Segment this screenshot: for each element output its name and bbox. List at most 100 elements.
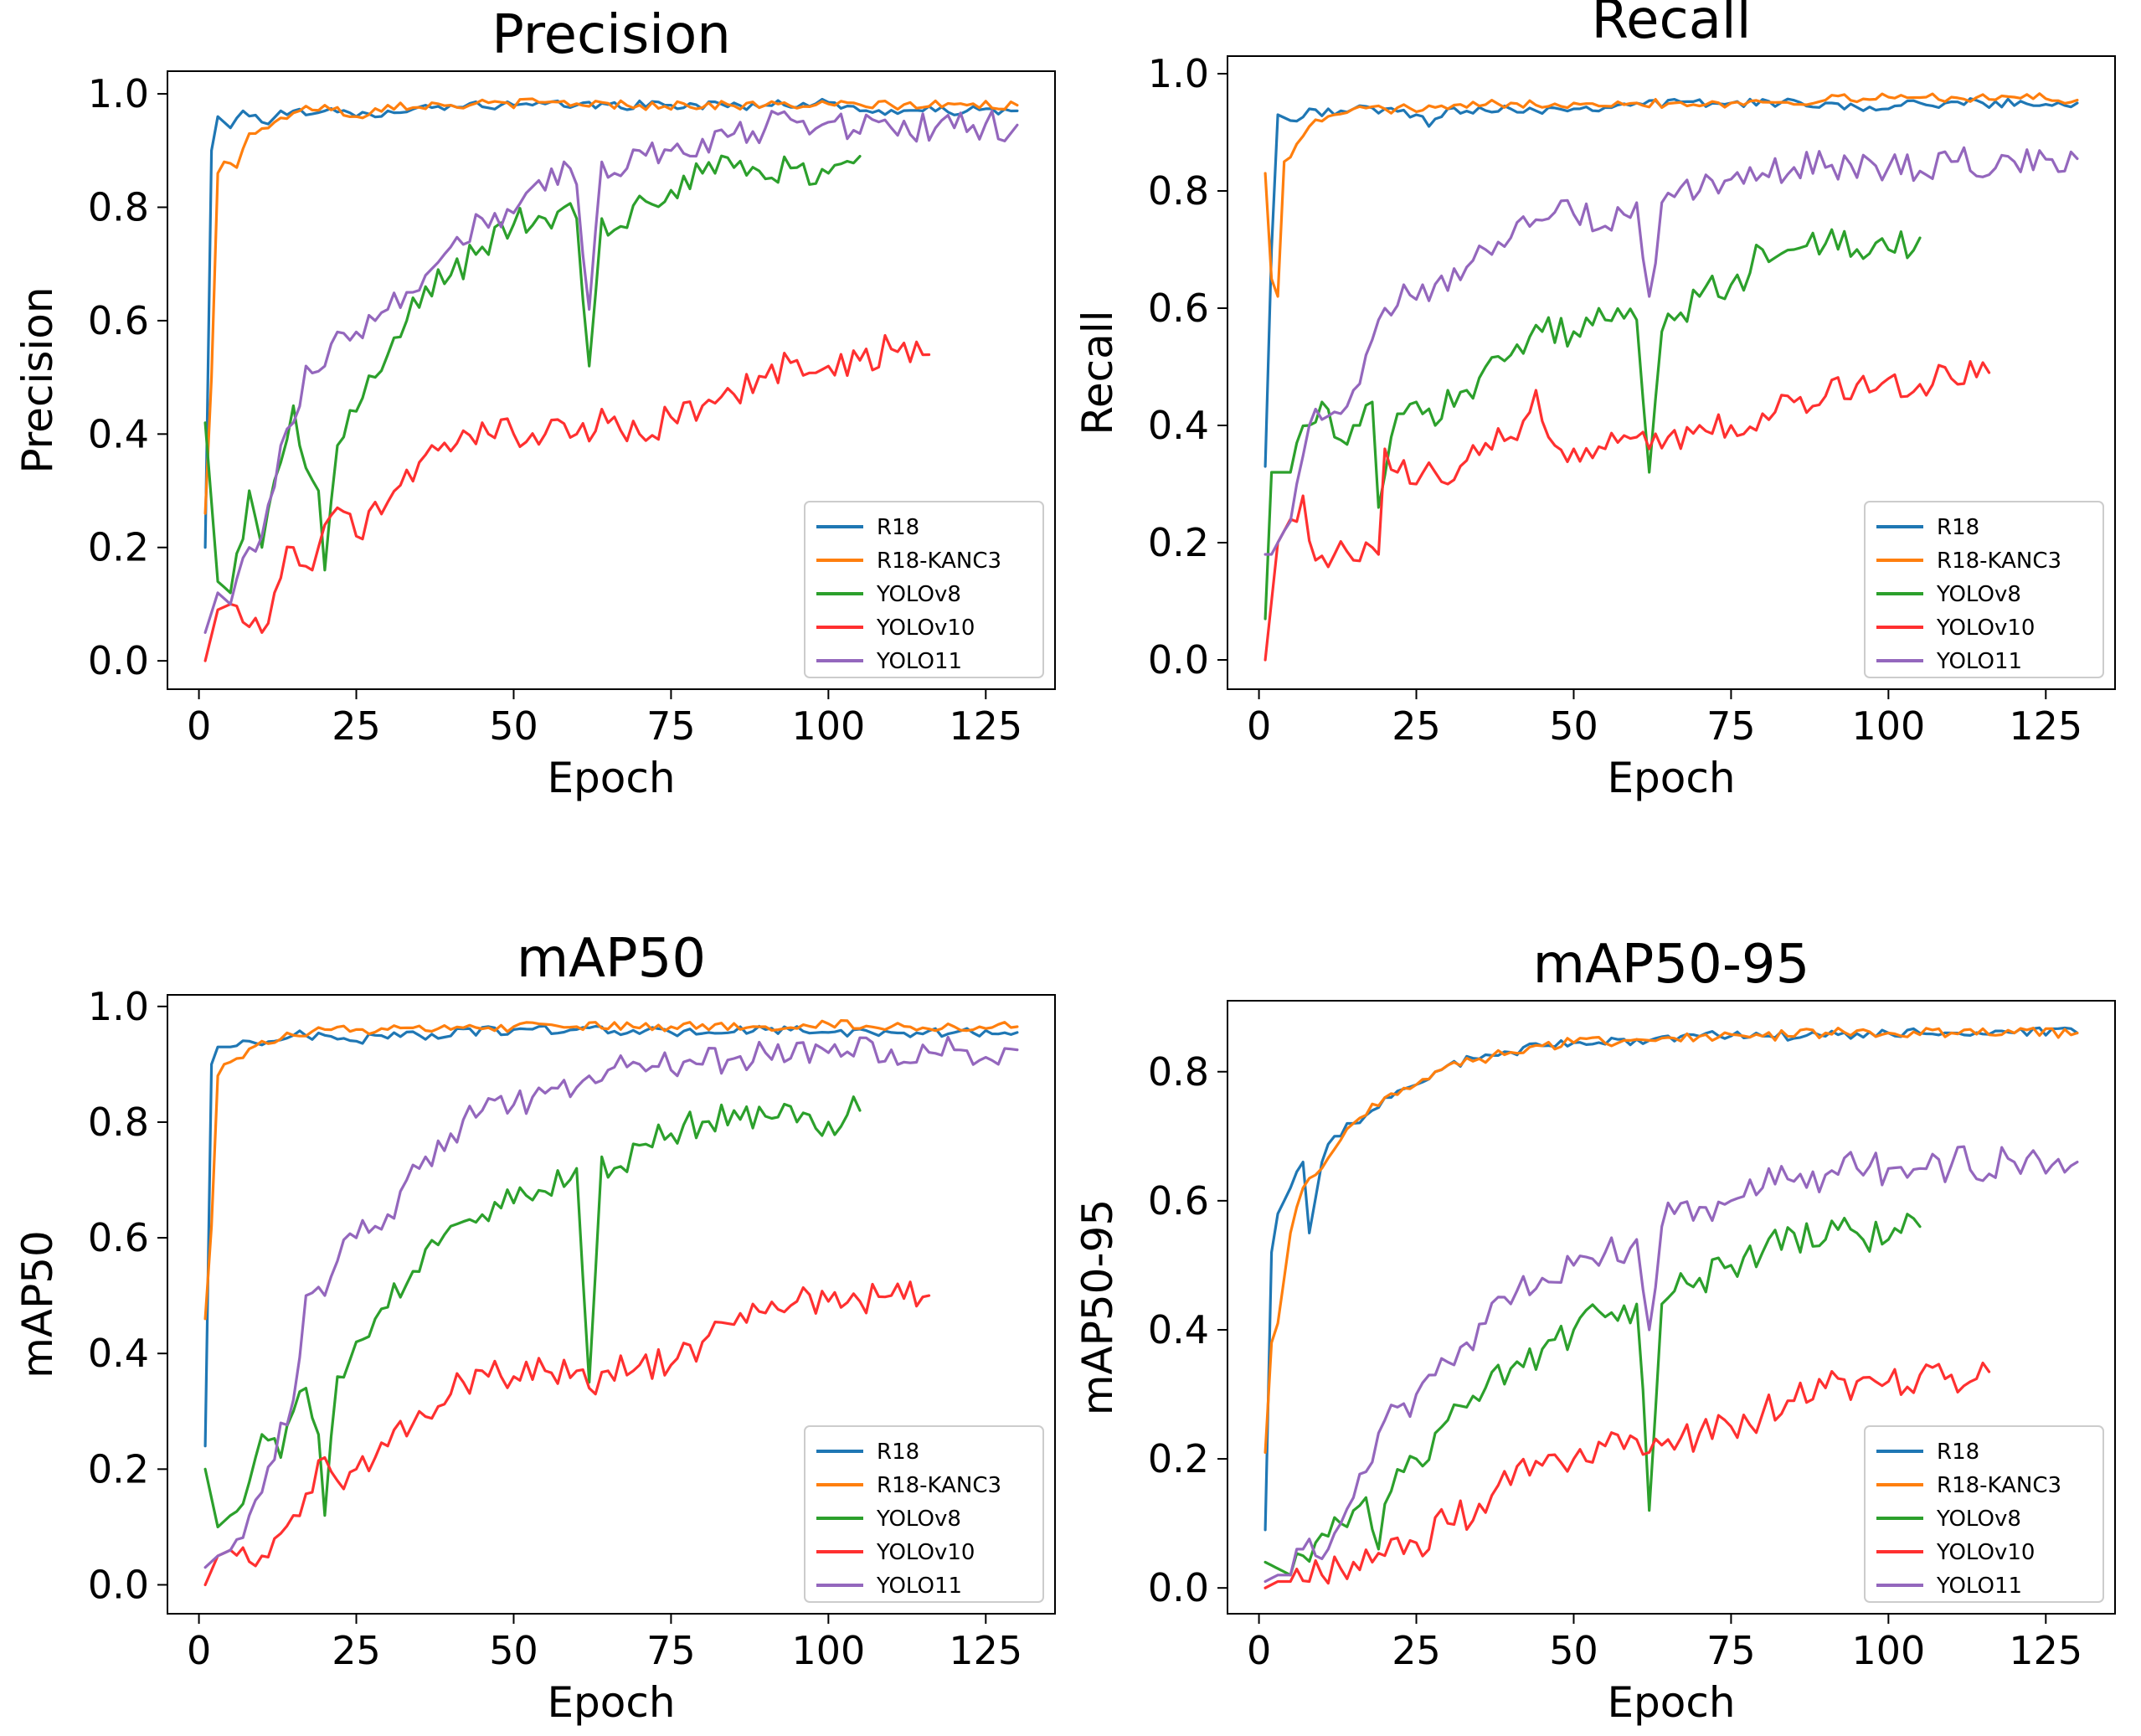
x-tick-label: 125: [2009, 1628, 2082, 1673]
legend-label-yolov10: YOLOv10: [876, 616, 975, 641]
x-tick-label: 50: [1549, 1628, 1598, 1673]
y-tick-label: 1.0: [88, 984, 149, 1029]
y-tick-label: 0.0: [1148, 637, 1209, 683]
y-tick-label: 0.4: [88, 1331, 149, 1376]
series-group: [1263, 1026, 2079, 1589]
x-axis-label: Epoch: [1607, 1678, 1735, 1727]
series-line-yolov8: [203, 1095, 862, 1528]
y-tick-label: 0.6: [88, 298, 149, 343]
y-tick-label: 0.0: [88, 1562, 149, 1607]
legend-label-yolov8: YOLOv8: [876, 1507, 961, 1532]
y-axis-label: mAP50-95: [1073, 1199, 1122, 1415]
legend-box: [1864, 501, 2104, 678]
legend-label-yolov10: YOLOv10: [876, 1540, 975, 1565]
chart-title: mAP50-95: [1533, 934, 1810, 996]
y-tick-label: 0.4: [1148, 1307, 1209, 1352]
x-tick-label: 0: [1247, 1628, 1271, 1673]
x-tick-label: 0: [1247, 703, 1271, 749]
legend-label-yolov8: YOLOv8: [876, 582, 961, 607]
x-tick-label: 100: [791, 703, 865, 749]
y-axis-label: Recall: [1073, 310, 1122, 435]
legend-label-yolo11: YOLO11: [1936, 649, 2022, 674]
series-line-yolov8: [1263, 1213, 1922, 1577]
y-tick-label: 0.4: [88, 411, 149, 456]
series-line-yolo11: [203, 1035, 1019, 1569]
series-group: [1263, 92, 2079, 662]
series-line-yolov10: [1263, 360, 1991, 662]
y-tick-label: 1.0: [1148, 51, 1209, 96]
x-tick-label: 125: [949, 703, 1022, 749]
series-line-r18-kanc3: [203, 97, 1019, 515]
legend-box: [1864, 1425, 2104, 1603]
legend-label-r18: R18: [1937, 1440, 1979, 1465]
series-line-r18: [1263, 97, 2079, 468]
plot-frame: [167, 70, 1056, 690]
x-tick-label: 125: [2009, 703, 2082, 749]
legend: R18 R18-KANC3 YOLOv8 YOLOv10 YOLO11: [804, 501, 1044, 678]
y-tick-label: 0.8: [88, 1100, 149, 1145]
chart-title: mAP50: [517, 928, 706, 990]
x-tick-label: 25: [332, 1628, 381, 1673]
y-tick-label: 0.8: [88, 184, 149, 229]
y-tick-label: 0.4: [1148, 403, 1209, 448]
y-tick-label: 0.6: [1148, 1178, 1209, 1223]
y-tick-label: 0.2: [88, 1446, 149, 1491]
y-tick-label: 0.6: [88, 1215, 149, 1260]
series-line-yolo11: [1263, 146, 2079, 556]
series-group: [203, 1019, 1019, 1587]
y-tick-label: 1.0: [88, 71, 149, 116]
series-line-yolov8: [1263, 228, 1922, 621]
plot-frame: [1227, 1000, 2116, 1615]
x-tick-label: 0: [187, 1628, 211, 1673]
x-tick-label: 50: [489, 703, 538, 749]
x-axis-label: Epoch: [547, 1678, 675, 1727]
series-line-r18-kanc3: [1263, 1027, 2079, 1454]
series-line-yolov10: [203, 1280, 931, 1587]
chart-title: Recall: [1592, 0, 1752, 51]
series-line-r18-kanc3: [1263, 92, 2079, 298]
chart-panel-map50-95: mAP50-95 0 25 50 75 100 125 0.0 0.2 0.4 0.6 0.8 Epoc…: [1073, 934, 2116, 1727]
series-line-yolov10: [203, 333, 931, 662]
y-tick-label: 0.0: [88, 638, 149, 683]
legend-label-r18: R18: [877, 1440, 919, 1465]
series-line-yolov10: [1263, 1361, 1991, 1589]
series-line-yolov8: [203, 154, 862, 595]
legend-label-yolo11: YOLO11: [876, 649, 962, 674]
y-tick-label: 0.2: [88, 525, 149, 570]
chart-title: Precision: [492, 4, 731, 66]
legend-label-yolo11: YOLO11: [1936, 1574, 2022, 1599]
legend: R18 R18-KANC3 YOLOv8 YOLOv10 YOLO11: [804, 1425, 1044, 1603]
x-tick-label: 50: [1549, 703, 1598, 749]
x-axis-label: Epoch: [547, 754, 675, 802]
legend-label-r18-kanc3: R18-KANC3: [877, 549, 1001, 574]
legend-label-yolov8: YOLOv8: [1936, 582, 2021, 607]
y-tick-label: 0.6: [1148, 286, 1209, 331]
x-tick-label: 0: [187, 703, 211, 749]
y-tick-label: 0.2: [1148, 1436, 1209, 1481]
x-tick-label: 100: [1851, 703, 1925, 749]
y-axis-label: mAP50: [13, 1230, 62, 1378]
legend-label-yolov10: YOLOv10: [1936, 1540, 2035, 1565]
series-line-r18: [203, 1024, 1019, 1448]
legend-label-yolov8: YOLOv8: [1936, 1507, 2021, 1532]
x-tick-label: 75: [1706, 703, 1756, 749]
y-tick-label: 0.0: [1148, 1565, 1209, 1610]
y-axis-label: Precision: [13, 286, 62, 473]
legend: R18 R18-KANC3 YOLOv8 YOLOv10 YOLO11: [1864, 501, 2104, 678]
plot-frame: [167, 994, 1056, 1615]
legend-box: [804, 1425, 1044, 1603]
chart-panel-recall: Recall 0 25 50 75 100 125 0.0 0.2 0.4 0.6 0.8 1.0 Epo…: [1073, 0, 2116, 802]
x-tick-label: 25: [1392, 1628, 1441, 1673]
series-line-yolo11: [203, 110, 1019, 634]
legend-label-r18-kanc3: R18-KANC3: [1937, 549, 2061, 574]
x-axis-label: Epoch: [1607, 754, 1735, 802]
y-tick-label: 0.2: [1148, 520, 1209, 565]
legend-label-r18-kanc3: R18-KANC3: [877, 1473, 1001, 1498]
legend-box: [804, 501, 1044, 678]
legend-label-r18-kanc3: R18-KANC3: [1937, 1473, 2061, 1498]
x-tick-label: 75: [646, 1628, 696, 1673]
chart-panel-precision: Precision 0 25 50 75 100 125 0.0 0.2 0.4 0.6 0.8 1.0…: [13, 4, 1056, 802]
y-tick-label: 0.8: [1148, 1049, 1209, 1095]
legend-label-r18: R18: [1937, 515, 1979, 540]
